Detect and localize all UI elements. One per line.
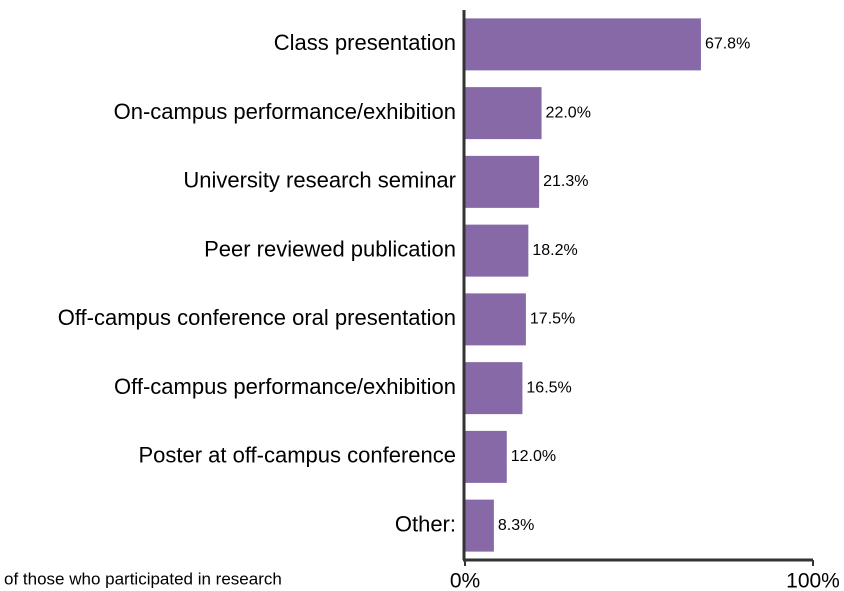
category-label: Poster at off-campus conference — [138, 443, 456, 468]
value-label: 67.8% — [705, 36, 750, 53]
bar — [465, 18, 701, 71]
category-label: Class presentation — [274, 30, 456, 55]
value-label: 22.0% — [546, 104, 591, 121]
category-label: Off-campus conference oral presentation — [58, 305, 456, 330]
bar — [465, 499, 494, 552]
x-tick-label: 0% — [450, 570, 480, 591]
category-label: Off-campus performance/exhibition — [114, 374, 456, 399]
x-tick-label: 100% — [786, 570, 840, 591]
value-label: 17.5% — [530, 311, 575, 328]
bar — [465, 87, 542, 140]
value-label: 8.3% — [498, 517, 534, 534]
bar — [465, 293, 526, 346]
bar — [465, 155, 540, 208]
category-label: University research seminar — [183, 168, 456, 193]
category-label: Peer reviewed publication — [204, 236, 456, 261]
category-label: Other: — [395, 511, 456, 536]
bar — [465, 430, 507, 483]
x-axis-label: of those who participated in research — [4, 569, 282, 588]
bar — [465, 224, 529, 277]
value-label: 12.0% — [511, 448, 556, 465]
value-label: 21.3% — [543, 173, 588, 190]
bar — [465, 362, 523, 415]
value-label: 18.2% — [532, 242, 577, 259]
value-label: 16.5% — [526, 379, 571, 396]
category-label: On-campus performance/exhibition — [114, 99, 456, 124]
